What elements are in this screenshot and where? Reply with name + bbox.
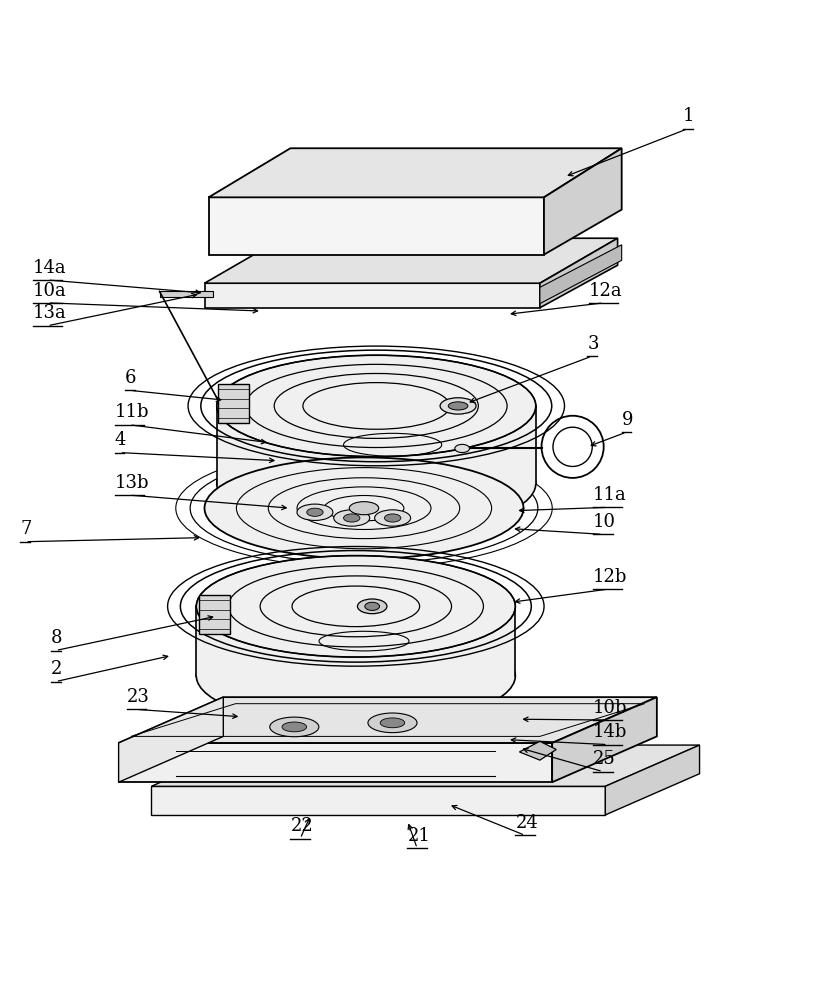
Polygon shape (218, 384, 249, 423)
Text: 3: 3 (587, 335, 599, 353)
Polygon shape (119, 697, 223, 782)
Text: 4: 4 (115, 431, 126, 449)
Polygon shape (151, 786, 605, 815)
Ellipse shape (217, 355, 536, 457)
Ellipse shape (282, 722, 307, 732)
Ellipse shape (380, 718, 405, 728)
Polygon shape (196, 606, 515, 676)
Ellipse shape (196, 625, 515, 727)
Text: 12a: 12a (589, 282, 622, 300)
Ellipse shape (384, 514, 401, 522)
Ellipse shape (455, 444, 470, 453)
Polygon shape (605, 745, 699, 815)
Text: 24: 24 (515, 814, 538, 832)
Polygon shape (204, 238, 618, 283)
Polygon shape (204, 283, 540, 308)
Polygon shape (217, 406, 536, 484)
Ellipse shape (270, 717, 319, 737)
Text: 12b: 12b (593, 568, 627, 586)
Ellipse shape (334, 510, 370, 526)
Text: 13a: 13a (33, 304, 66, 322)
Text: 8: 8 (51, 629, 62, 647)
Text: 13b: 13b (115, 474, 149, 492)
Ellipse shape (440, 398, 476, 414)
Ellipse shape (344, 514, 360, 522)
Text: 22: 22 (290, 817, 313, 835)
Text: 7: 7 (20, 520, 32, 538)
Text: 9: 9 (622, 411, 633, 429)
Polygon shape (151, 745, 699, 786)
Ellipse shape (365, 602, 380, 610)
Polygon shape (519, 741, 556, 760)
Text: 11b: 11b (115, 403, 149, 421)
Polygon shape (544, 148, 622, 255)
Text: 1: 1 (683, 107, 694, 125)
Polygon shape (119, 697, 657, 743)
Text: 10a: 10a (33, 282, 66, 300)
Text: 14b: 14b (593, 723, 627, 741)
Text: 10: 10 (593, 513, 616, 531)
Text: 25: 25 (593, 750, 616, 768)
Polygon shape (209, 148, 622, 197)
Ellipse shape (349, 502, 379, 515)
Polygon shape (552, 697, 657, 782)
Ellipse shape (357, 599, 387, 614)
Polygon shape (209, 197, 544, 255)
Text: 23: 23 (127, 688, 150, 706)
Polygon shape (540, 245, 622, 304)
Polygon shape (199, 595, 230, 634)
Text: 6: 6 (125, 369, 137, 387)
Ellipse shape (217, 433, 536, 534)
Ellipse shape (375, 510, 411, 526)
Polygon shape (160, 291, 213, 297)
Text: 21: 21 (407, 827, 430, 845)
Ellipse shape (297, 504, 333, 520)
Text: 2: 2 (51, 660, 62, 678)
Polygon shape (119, 743, 552, 782)
Text: 14a: 14a (33, 259, 66, 277)
Text: 11a: 11a (593, 486, 627, 504)
Ellipse shape (196, 556, 515, 657)
Ellipse shape (368, 713, 417, 733)
Text: 10b: 10b (593, 699, 627, 717)
Ellipse shape (204, 457, 524, 559)
Ellipse shape (307, 508, 323, 516)
Ellipse shape (448, 402, 468, 410)
Polygon shape (540, 238, 618, 308)
